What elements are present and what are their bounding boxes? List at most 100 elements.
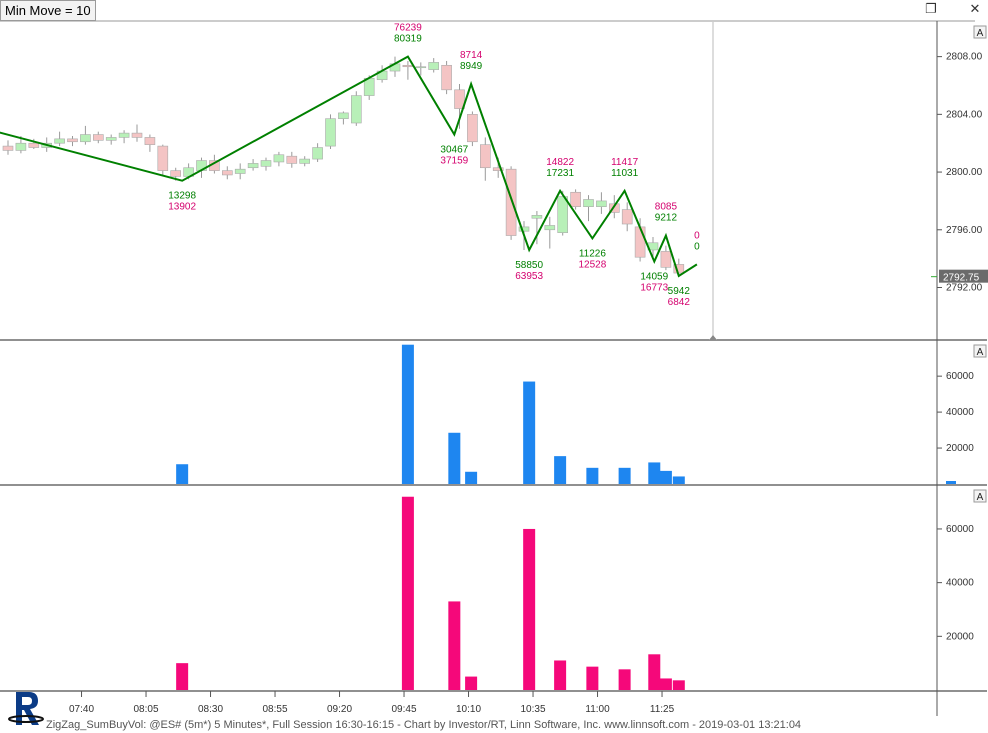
volume-bar xyxy=(401,344,414,484)
candle-body xyxy=(634,226,646,258)
pivot-volume-label: 8714 xyxy=(460,50,483,61)
candle-body xyxy=(428,62,440,70)
y-tick-label: 20000 xyxy=(946,631,974,642)
candle-body xyxy=(492,167,504,171)
volume-bar xyxy=(618,467,631,484)
candle-body xyxy=(144,137,156,145)
candle-body xyxy=(557,196,569,233)
candle xyxy=(570,189,581,210)
candle xyxy=(222,166,233,180)
buy-volume-last-marker xyxy=(946,481,956,484)
candle-body xyxy=(286,155,298,164)
candle xyxy=(634,218,646,262)
candle xyxy=(544,216,556,249)
autoscale-button-label: A xyxy=(977,347,984,358)
cursor-marker-icon xyxy=(709,335,717,340)
autoscale-button xyxy=(973,344,987,358)
volume-bar xyxy=(618,669,631,690)
y-tick-label: 2792.00 xyxy=(946,282,983,293)
candle xyxy=(247,159,259,171)
candle xyxy=(441,60,452,95)
candle-body xyxy=(131,132,143,138)
candle-body xyxy=(608,203,620,213)
candle xyxy=(325,114,336,149)
candle-body xyxy=(505,168,517,236)
candle-body xyxy=(325,118,336,147)
min-move-label[interactable]: Min Move = 10 xyxy=(0,0,96,21)
pivot-volume-label: 9212 xyxy=(655,213,678,224)
candle xyxy=(105,134,117,145)
candle-body xyxy=(93,134,104,141)
x-tick-label: 09:45 xyxy=(392,704,417,715)
candle-body xyxy=(570,191,581,207)
autoscale-button xyxy=(973,25,987,39)
y-tick-label: 60000 xyxy=(946,371,974,382)
candle xyxy=(2,140,14,155)
volume-bar xyxy=(523,528,536,690)
candle-body xyxy=(518,226,530,232)
x-tick-label: 07:40 xyxy=(69,704,94,715)
pivot-volume-label: 63953 xyxy=(515,271,543,282)
candle xyxy=(131,124,143,142)
x-tick-label: 08:55 xyxy=(263,704,288,715)
x-tick-label: 10:35 xyxy=(521,704,546,715)
volume-bar xyxy=(523,381,536,484)
candle-body xyxy=(596,200,607,207)
pivot-volume-label: 17231 xyxy=(546,168,574,179)
x-tick-label: 11:00 xyxy=(585,704,610,715)
volume-bar xyxy=(586,666,599,690)
candle xyxy=(415,62,427,76)
candle xyxy=(505,166,517,240)
volume-bar xyxy=(586,467,599,484)
volume-bar xyxy=(554,660,567,690)
restore-window-icon[interactable]: ❐ xyxy=(925,1,937,16)
candle-body xyxy=(531,215,543,219)
pivot-volume-label: 8949 xyxy=(460,61,483,72)
candle-body xyxy=(621,209,633,225)
candle-body xyxy=(454,89,465,109)
last-price-label: 2792.75 xyxy=(943,273,980,284)
sell-volume-panel: 20000 40000 60000 xyxy=(176,496,974,690)
pivot-volume-label: 30467 xyxy=(440,145,468,156)
volume-bar xyxy=(672,476,685,484)
close-icon[interactable]: ✕ xyxy=(969,1,981,16)
candle xyxy=(286,151,298,168)
candle xyxy=(93,131,104,144)
y-tick-label: 60000 xyxy=(946,524,974,535)
candle-body xyxy=(67,138,78,143)
pivot-volume-label: 0 xyxy=(694,241,700,252)
pivot-volume-label: 14059 xyxy=(640,272,668,283)
pivot-volume-label: 11417 xyxy=(611,157,639,168)
y-tick-label: 40000 xyxy=(946,407,974,418)
candle-body xyxy=(15,142,27,151)
candle-body xyxy=(544,225,556,231)
candle xyxy=(234,163,246,180)
candle xyxy=(531,211,543,245)
candle-body xyxy=(312,147,323,160)
pivot-volume-label: 8085 xyxy=(655,202,678,213)
candle xyxy=(428,58,440,73)
candle-body xyxy=(54,138,65,144)
candle-body xyxy=(247,163,259,169)
price-panel: 2792.00 2796.00 2800.00 2804.00 2808.00 76239… xyxy=(0,23,988,308)
candle xyxy=(583,195,594,222)
pivot-volume-label: 76239 xyxy=(394,23,422,34)
last-price-box xyxy=(939,269,988,283)
candle-body xyxy=(157,145,169,171)
x-tick-label: 11:25 xyxy=(650,704,675,715)
volume-bar xyxy=(448,601,461,690)
pivot-volume-label: 11226 xyxy=(579,248,607,259)
pivot-volume-label: 14822 xyxy=(546,157,574,168)
y-tick-label: 20000 xyxy=(946,443,974,454)
candle-body xyxy=(2,145,14,151)
pivot-volume-label: 37159 xyxy=(440,156,468,167)
volume-bar xyxy=(648,462,661,484)
volume-bar xyxy=(401,496,414,690)
candle-body xyxy=(441,64,452,91)
candle xyxy=(67,135,78,147)
candle-body xyxy=(467,114,478,143)
time-axis: 07:40 08:05 08:30 08:55 09:20 09:45 10:10 10:35… xyxy=(69,691,675,715)
candle-body xyxy=(479,144,491,169)
candle-body xyxy=(28,142,40,148)
volume-bar xyxy=(448,432,461,484)
